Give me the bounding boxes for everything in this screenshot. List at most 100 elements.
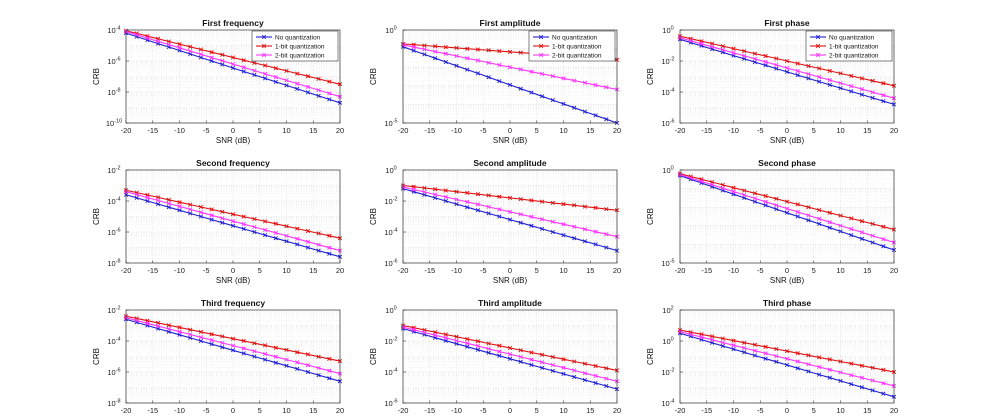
series-marker (604, 376, 609, 381)
series-marker (220, 62, 225, 67)
series-marker (497, 207, 502, 212)
series-marker (806, 205, 811, 210)
legend: No quantization 1-bit quantization 2-bit q… (251, 30, 339, 62)
series-marker (742, 340, 747, 345)
series-marker (273, 360, 278, 365)
series-marker (209, 55, 214, 60)
series-marker (806, 369, 811, 374)
y-tick-label: 10-8 (107, 259, 120, 269)
series-marker (763, 63, 768, 68)
y-tick-label: 10-4 (107, 337, 120, 347)
series-marker (731, 46, 736, 51)
series-marker (475, 58, 481, 63)
subplot-title: First frequency (202, 18, 264, 28)
series-marker (486, 341, 491, 346)
series-marker (593, 82, 598, 88)
series-marker (295, 242, 300, 247)
series-marker (295, 236, 300, 241)
x-tick-label: 10 (836, 266, 844, 275)
x-tick-label: -5 (203, 266, 210, 275)
series-marker (475, 339, 481, 344)
legend-marker (261, 34, 267, 40)
series-marker (273, 354, 278, 359)
x-tick-label: 20 (336, 406, 344, 415)
x-tick-label: -5 (757, 266, 764, 275)
y-axis-label: CRB (92, 348, 101, 365)
series-marker (188, 44, 193, 49)
series-marker (454, 197, 459, 202)
series-marker (241, 338, 246, 344)
series-marker (507, 195, 513, 201)
x-tick-label: 5 (535, 126, 539, 135)
x-tick-label: 15 (863, 406, 871, 415)
series-marker (816, 207, 822, 213)
series-marker (572, 203, 577, 208)
series-marker (188, 332, 193, 337)
y-tick-label: 10-5 (661, 259, 674, 269)
series-marker (273, 66, 278, 71)
series-marker (327, 79, 332, 84)
x-tick-label: -20 (121, 406, 132, 415)
series-marker (177, 41, 182, 47)
series-marker (539, 365, 545, 371)
axes-frame (679, 309, 895, 404)
axes-frame (125, 309, 341, 404)
series-marker (475, 47, 481, 52)
series-marker (273, 236, 278, 241)
series-marker (432, 187, 438, 192)
series-marker (795, 359, 800, 364)
x-tick-label: 15 (586, 406, 594, 415)
legend-marker (815, 52, 821, 58)
series-marker (561, 222, 566, 227)
x-tick-label: -15 (424, 406, 435, 415)
series-marker (784, 362, 790, 368)
series-marker (465, 199, 470, 205)
x-tick-label: -10 (174, 406, 185, 415)
series-marker (198, 214, 204, 219)
series-marker (327, 368, 332, 373)
series-marker (422, 189, 427, 195)
series-marker (230, 212, 236, 217)
x-tick-label: -10 (451, 266, 462, 275)
series-marker (220, 209, 225, 214)
x-tick-label: -20 (398, 406, 409, 415)
series-marker (262, 351, 268, 357)
y-tick-label: 10-2 (661, 368, 674, 378)
y-tick-exponent: 0 (671, 337, 674, 343)
series-marker (774, 359, 779, 364)
series-marker (327, 233, 332, 238)
subplot-first-phase: -20 -15 -10 -5 0 5 10 15 2010-610-410-2100First … (646, 18, 898, 145)
y-tick-label: 100 (662, 337, 673, 347)
series-marker (795, 366, 800, 371)
y-tick-exponent: -2 (393, 337, 398, 343)
x-axis-label: SNR (dB) (216, 276, 251, 285)
series-marker (166, 205, 171, 210)
legend-entry: 2-bit quantization (275, 53, 325, 60)
series-marker (422, 185, 427, 191)
series-marker (230, 343, 236, 348)
series-marker (870, 221, 875, 227)
series-marker (432, 44, 438, 49)
y-tick-exponent: 0 (394, 26, 397, 32)
series-marker (806, 213, 811, 218)
series-marker (155, 320, 161, 326)
series-marker (316, 372, 321, 378)
series-marker (688, 38, 693, 43)
series-marker (742, 192, 747, 198)
x-tick-label: 10 (559, 406, 567, 415)
series-marker (550, 354, 555, 360)
series-marker (209, 341, 214, 347)
x-tick-label: 10 (282, 406, 290, 415)
x-tick-label: 5 (535, 406, 539, 415)
x-tick-label: -15 (424, 266, 435, 275)
series-marker (305, 90, 311, 95)
y-tick-exponent: -2 (670, 368, 675, 374)
series-marker (838, 80, 843, 86)
series-marker (784, 210, 790, 215)
series-marker (795, 68, 800, 74)
series-marker (295, 366, 300, 372)
series-marker (465, 190, 470, 196)
series-marker (316, 248, 321, 253)
series-marker (529, 90, 534, 95)
series-marker (870, 240, 875, 245)
